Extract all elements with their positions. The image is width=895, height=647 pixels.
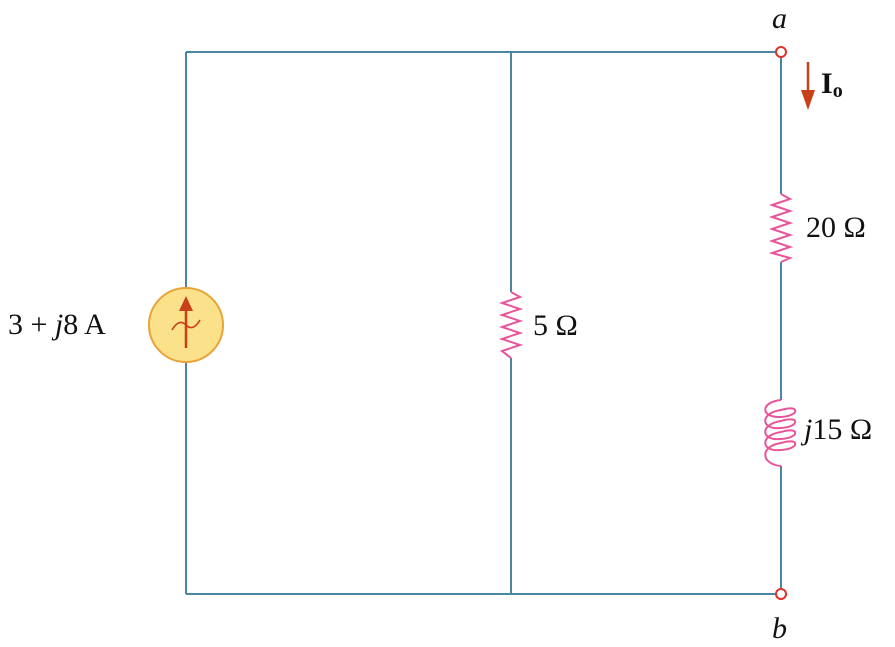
terminal-b bbox=[775, 588, 787, 600]
ac-current-source bbox=[148, 287, 224, 363]
inductor-coil bbox=[764, 399, 797, 467]
current-io-arrow bbox=[801, 62, 815, 110]
resistor-20-ohm bbox=[768, 193, 794, 263]
resistor-5-ohm bbox=[498, 291, 524, 359]
source-arrow-head bbox=[179, 296, 193, 311]
sine-wave-icon bbox=[171, 319, 201, 331]
io-arrow-head bbox=[801, 90, 815, 110]
node-a-label: a bbox=[772, 2, 787, 35]
source-label: 3 + j8 A bbox=[8, 308, 106, 341]
inductor-label: j15 Ω bbox=[800, 413, 872, 446]
resistor-20-label: 20 Ω bbox=[806, 211, 866, 244]
current-label: Io bbox=[821, 67, 843, 102]
resistor-5-label: 5 Ω bbox=[533, 309, 578, 342]
node-b-label: b bbox=[772, 612, 787, 645]
wires bbox=[185, 51, 782, 595]
terminal-a bbox=[775, 46, 787, 58]
